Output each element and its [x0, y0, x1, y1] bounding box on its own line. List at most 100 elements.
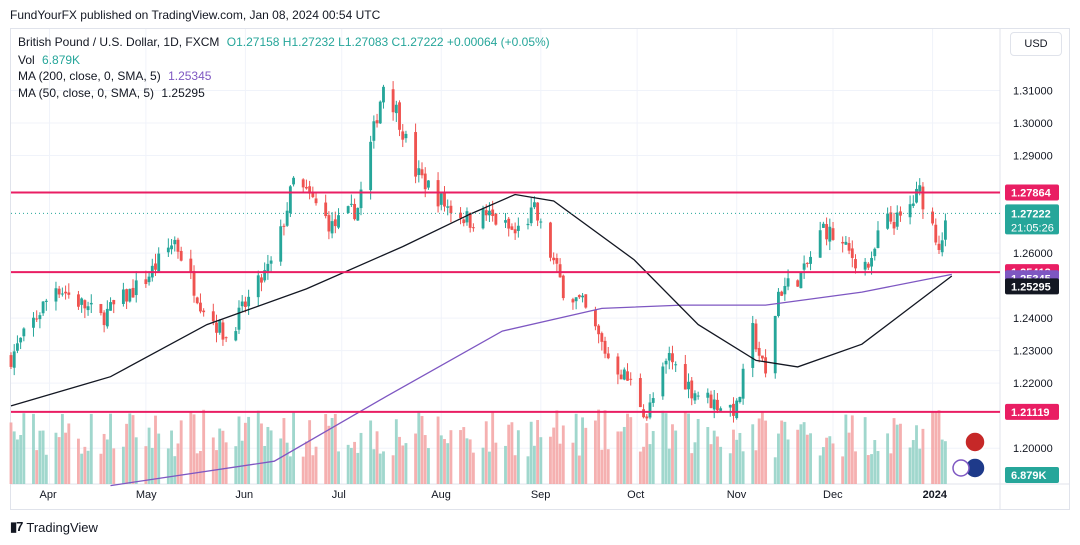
volume-bar — [876, 451, 880, 484]
volume-badge: 6.879K — [1011, 470, 1047, 482]
symbol-legend: British Pound / U.S. Dollar, 1D, FXCM O1… — [18, 35, 550, 49]
candle-body — [719, 408, 723, 411]
volume-bar — [809, 433, 812, 484]
candle-body — [889, 212, 893, 222]
volume-bar — [382, 451, 385, 484]
volume-bar — [510, 422, 514, 484]
volume-bar — [777, 433, 780, 484]
volume-bar — [491, 411, 495, 484]
candle-body — [642, 409, 646, 418]
candle-body — [841, 241, 845, 244]
candle-body — [683, 364, 687, 390]
candle-body — [330, 221, 334, 234]
candle-body — [529, 207, 533, 224]
volume-bar — [854, 451, 857, 484]
volume-bar — [507, 424, 511, 484]
candle-body — [738, 396, 742, 403]
candle-body — [176, 239, 180, 252]
candle-body — [539, 221, 543, 223]
volume-bar — [112, 448, 116, 484]
volume-bar — [19, 434, 23, 484]
volume-bar — [603, 410, 607, 484]
candle-body — [516, 225, 520, 231]
candle-body — [870, 257, 873, 267]
candle-body — [353, 203, 357, 220]
volume-bar — [170, 430, 173, 484]
ma200-legend: MA (200, close, 0, SMA, 5) 1.25345 — [18, 69, 211, 83]
brand-name: TradingView — [26, 519, 98, 535]
volume-bar — [696, 419, 700, 484]
volume-bar — [484, 421, 488, 484]
candle-body — [507, 218, 511, 229]
candle-body — [616, 356, 620, 375]
volume-bar — [536, 420, 540, 484]
volume-bar — [83, 446, 87, 484]
volume-bar — [391, 455, 395, 484]
candle-body — [439, 193, 443, 205]
candle-body — [696, 395, 700, 397]
candle-body — [690, 380, 694, 399]
candle-body — [741, 368, 745, 399]
volume-bar — [863, 417, 867, 484]
volume-bar — [134, 437, 138, 484]
candle-body — [128, 288, 132, 302]
volume-bar — [12, 431, 16, 484]
candle-body — [536, 202, 540, 221]
ma50-line — [10, 193, 953, 407]
currency-button[interactable]: USD — [1010, 32, 1062, 56]
volume-bar — [330, 417, 334, 484]
volume-bar — [844, 414, 848, 484]
volume-bar — [349, 447, 353, 484]
volume-bar — [850, 415, 854, 484]
candle-body — [9, 355, 13, 367]
volume-bar — [144, 446, 148, 484]
volume-bar — [866, 455, 870, 484]
time-axis-label: Jul — [332, 489, 346, 501]
candle-body — [372, 121, 376, 141]
price-tick-label: 1.20000 — [1013, 443, 1053, 455]
tradingview-brand[interactable]: ▮7 TradingView — [10, 519, 98, 535]
candle-body — [760, 355, 764, 359]
volume-legend: Vol 6.879K — [18, 53, 80, 67]
volume-bar — [709, 444, 713, 484]
volume-bar — [282, 418, 286, 484]
volume-bar — [539, 437, 543, 484]
volume-bar — [619, 431, 623, 484]
volume-bar — [67, 423, 71, 484]
volume-bar — [378, 453, 382, 484]
candle-body — [449, 205, 453, 214]
volume-bar — [449, 430, 453, 484]
candle-body — [446, 206, 450, 208]
candle-body — [170, 245, 173, 250]
candle-body — [80, 298, 84, 305]
volume-bar — [760, 411, 764, 484]
candle-body — [337, 215, 340, 228]
candle-body — [22, 328, 26, 337]
candle-body — [847, 243, 851, 251]
volume-bar — [218, 428, 222, 484]
volume-bar — [9, 422, 13, 484]
candle-body — [263, 270, 267, 281]
volume-bar — [751, 424, 755, 484]
volume-bar — [77, 438, 80, 484]
volume-bar — [417, 410, 421, 484]
volume-bar — [324, 414, 328, 484]
candle-body — [131, 287, 135, 298]
volume-bar — [687, 413, 690, 484]
candle-body — [266, 263, 270, 273]
candle-body — [783, 286, 787, 295]
candle-body — [35, 318, 39, 320]
volume-bar — [38, 430, 42, 484]
volume-bar — [404, 443, 408, 484]
candle-body — [876, 230, 880, 248]
volume-bar — [831, 443, 835, 484]
volume-bar — [269, 430, 273, 484]
candle-body — [892, 221, 896, 229]
candle-body — [674, 364, 678, 366]
candle-body — [247, 296, 251, 307]
volume-bar — [459, 430, 462, 484]
candle-body — [780, 291, 784, 296]
volume-bar — [664, 413, 668, 484]
candle-body — [192, 271, 196, 296]
